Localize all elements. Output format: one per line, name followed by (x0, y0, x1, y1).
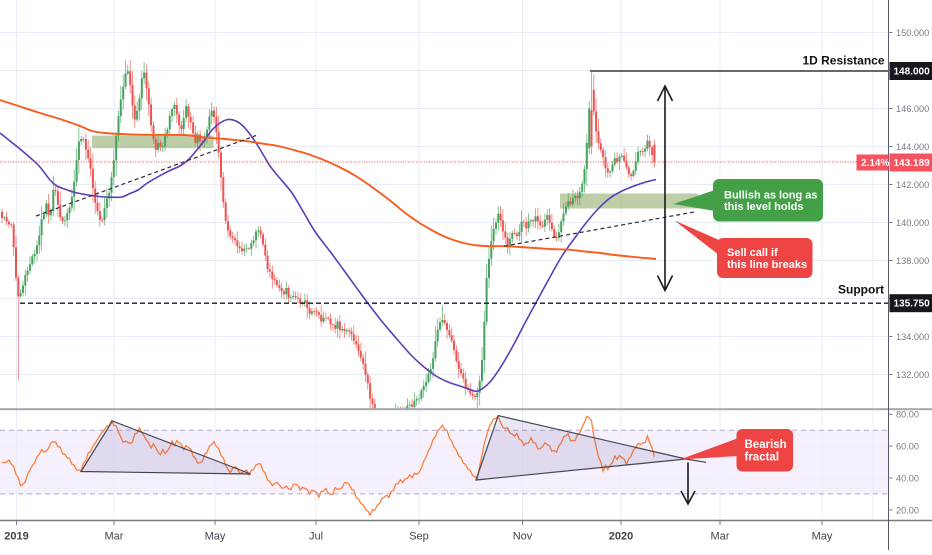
svg-text:Support: Support (838, 283, 884, 297)
svg-text:fractal: fractal (745, 452, 780, 464)
svg-text:132.000: 132.000 (896, 370, 929, 380)
svg-text:2019: 2019 (4, 531, 28, 543)
svg-text:Nov: Nov (513, 531, 533, 543)
svg-text:Sell call if: Sell call if (727, 247, 778, 259)
svg-text:140.000: 140.000 (896, 218, 929, 228)
svg-text:2.14%: 2.14% (861, 158, 889, 169)
svg-text:150.000: 150.000 (896, 28, 929, 38)
svg-text:134.000: 134.000 (896, 332, 929, 342)
svg-text:138.000: 138.000 (896, 256, 929, 266)
svg-text:Mar: Mar (711, 531, 730, 543)
svg-text:Jul: Jul (309, 531, 323, 543)
svg-text:Bearish: Bearish (745, 439, 787, 451)
svg-text:80.00: 80.00 (896, 410, 919, 420)
svg-text:Bullish as long as: Bullish as long as (724, 189, 818, 201)
svg-text:20.00: 20.00 (896, 505, 919, 515)
svg-text:2020: 2020 (609, 531, 633, 543)
svg-text:135.750: 135.750 (894, 299, 931, 310)
svg-text:this line breaks: this line breaks (727, 259, 807, 271)
svg-text:this level holds: this level holds (724, 201, 803, 213)
svg-text:142.000: 142.000 (896, 180, 929, 190)
svg-text:60.00: 60.00 (896, 442, 919, 452)
svg-text:1D Resistance: 1D Resistance (802, 54, 884, 68)
svg-text:40.00: 40.00 (896, 473, 919, 483)
svg-text:May: May (812, 531, 833, 543)
svg-text:Mar: Mar (105, 531, 124, 543)
svg-text:144.000: 144.000 (896, 142, 929, 152)
svg-text:146.000: 146.000 (896, 104, 929, 114)
svg-text:148.000: 148.000 (894, 67, 931, 78)
svg-text:Sep: Sep (409, 531, 429, 543)
svg-text:May: May (205, 531, 226, 543)
svg-text:143.189: 143.189 (894, 158, 931, 169)
